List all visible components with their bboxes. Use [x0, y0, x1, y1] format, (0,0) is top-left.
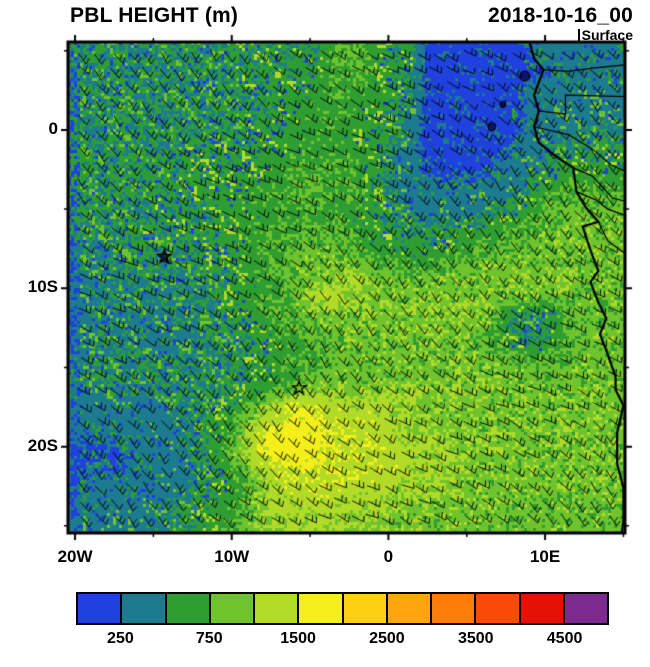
colorbar-segment: [430, 594, 475, 623]
colorbar: [76, 592, 609, 625]
y-axis-label: 10S: [27, 277, 58, 297]
colorbar-segment: [78, 594, 121, 623]
x-axis-label: 20W: [57, 547, 93, 566]
x-axis-label: 0: [383, 547, 394, 566]
x-axis-label: 10W: [214, 547, 250, 566]
colorbar-segment: [253, 594, 298, 623]
y-axis-label: 20S: [27, 435, 58, 455]
colorbar-label: 750: [195, 630, 223, 647]
colorbar-segment: [120, 594, 165, 623]
colorbar-segment: [385, 594, 430, 623]
chart-header: PBL HEIGHT (m) 2018-10-16_00: [70, 4, 633, 28]
valid-datetime: 2018-10-16_00: [487, 4, 633, 27]
pbl-map-canvas: [60, 34, 633, 541]
colorbar-label: 4500: [546, 630, 583, 647]
page-title: PBL HEIGHT (m): [70, 4, 239, 27]
colorbar-segment: [341, 594, 386, 623]
x-axis-label: 10E: [529, 547, 561, 566]
colorbar-segment: [562, 594, 607, 623]
colorbar-label: 2500: [369, 630, 405, 647]
colorbar-label: 1500: [280, 630, 316, 647]
colorbar-segment: [297, 594, 342, 623]
colorbar-segment: [474, 594, 519, 623]
colorbar-segment: [164, 594, 209, 623]
y-axis-label: 0: [48, 118, 58, 138]
colorbar-label: 3500: [457, 630, 494, 647]
colorbar-segment: [518, 594, 563, 623]
colorbar-segment: [208, 594, 253, 623]
colorbar-label: 250: [107, 630, 134, 647]
